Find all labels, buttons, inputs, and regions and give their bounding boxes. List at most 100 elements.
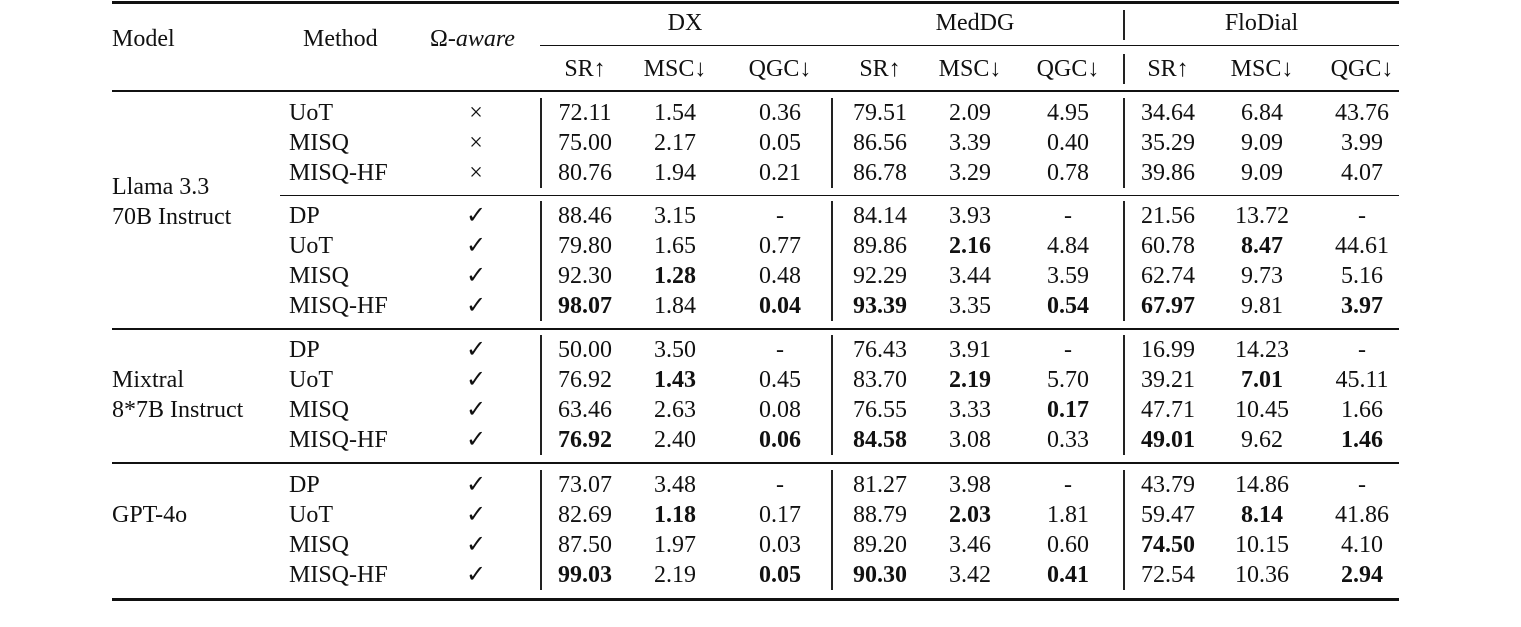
- value-cell: 50.00: [558, 337, 612, 363]
- column-separator: [831, 335, 833, 455]
- value-cell: 0.54: [1047, 293, 1089, 319]
- method-name: MISQ: [289, 263, 350, 289]
- check-icon: ✓: [465, 337, 487, 363]
- value-cell: 10.15: [1235, 532, 1289, 558]
- value-cell: 0.48: [759, 263, 801, 289]
- header-metric: SR↑: [1147, 56, 1189, 82]
- header-method: Method: [303, 26, 378, 52]
- method-name: MISQ: [289, 397, 350, 423]
- dataset-cmidrule: [540, 45, 1399, 47]
- value-cell: 76.55: [853, 397, 907, 423]
- value-cell: 47.71: [1141, 397, 1195, 423]
- value-cell: -: [776, 337, 784, 363]
- column-separator: [540, 470, 542, 590]
- value-cell: 3.33: [949, 397, 991, 423]
- column-separator: [831, 470, 833, 590]
- value-cell: 45.11: [1335, 367, 1389, 393]
- column-separator: [540, 335, 542, 455]
- method-name: MISQ-HF: [289, 293, 388, 319]
- cross-icon: ×: [469, 160, 483, 186]
- value-cell: 2.94: [1341, 562, 1383, 588]
- value-cell: 49.01: [1141, 427, 1195, 453]
- value-cell: 92.30: [558, 263, 612, 289]
- value-cell: 5.70: [1047, 367, 1089, 393]
- value-cell: 43.79: [1141, 472, 1195, 498]
- check-icon: ✓: [465, 263, 487, 289]
- column-separator: [1123, 98, 1125, 188]
- value-cell: 3.99: [1341, 130, 1383, 156]
- cross-icon: ×: [469, 100, 483, 126]
- method-name: UoT: [289, 233, 333, 259]
- header-metric: QGC↓: [1036, 56, 1100, 82]
- header-metric: SR↑: [564, 56, 606, 82]
- value-cell: 92.29: [853, 263, 907, 289]
- value-cell: 76.92: [558, 367, 612, 393]
- value-cell: 2.40: [654, 427, 696, 453]
- check-icon: ✓: [465, 502, 487, 528]
- value-cell: 39.21: [1141, 367, 1195, 393]
- value-cell: 86.78: [853, 160, 907, 186]
- column-separator: [1123, 201, 1125, 321]
- value-cell: 98.07: [558, 293, 612, 319]
- value-cell: 84.14: [853, 203, 907, 229]
- value-cell: 1.65: [654, 233, 696, 259]
- value-cell: 4.10: [1341, 532, 1383, 558]
- value-cell: 0.06: [759, 427, 801, 453]
- value-cell: 9.62: [1241, 427, 1283, 453]
- value-cell: 0.05: [759, 562, 801, 588]
- value-cell: 88.46: [558, 203, 612, 229]
- value-cell: 0.17: [759, 502, 801, 528]
- check-icon: ✓: [465, 427, 487, 453]
- column-separator: [831, 98, 833, 188]
- value-cell: 72.11: [558, 100, 612, 126]
- value-cell: 3.50: [654, 337, 696, 363]
- top-rule: [112, 1, 1399, 4]
- method-name: UoT: [289, 100, 333, 126]
- header-separator-top: [1123, 10, 1125, 40]
- method-name: UoT: [289, 502, 333, 528]
- value-cell: 86.56: [853, 130, 907, 156]
- model-name: 70B Instruct: [112, 204, 232, 230]
- value-cell: 9.73: [1241, 263, 1283, 289]
- value-cell: 59.47: [1141, 502, 1195, 528]
- value-cell: 39.86: [1141, 160, 1195, 186]
- value-cell: 81.27: [853, 472, 907, 498]
- header-model: Model: [112, 26, 175, 52]
- omega-symbol: Ω: [430, 26, 448, 52]
- method-name: MISQ-HF: [289, 562, 388, 588]
- value-cell: 79.80: [558, 233, 612, 259]
- value-cell: 4.84: [1047, 233, 1089, 259]
- value-cell: 14.23: [1235, 337, 1289, 363]
- header-aware: Ω-aware: [430, 24, 515, 54]
- value-cell: 2.17: [654, 130, 696, 156]
- value-cell: 62.74: [1141, 263, 1195, 289]
- value-cell: 8.14: [1241, 502, 1283, 528]
- value-cell: 89.20: [853, 532, 907, 558]
- value-cell: 0.60: [1047, 532, 1089, 558]
- llama-aware-rule: [280, 195, 1399, 197]
- value-cell: 0.17: [1047, 397, 1089, 423]
- value-cell: -: [776, 203, 784, 229]
- header-metric: SR↑: [859, 56, 901, 82]
- value-cell: 3.35: [949, 293, 991, 319]
- value-cell: 75.00: [558, 130, 612, 156]
- value-cell: 83.70: [853, 367, 907, 393]
- value-cell: 3.97: [1341, 293, 1383, 319]
- value-cell: 0.36: [759, 100, 801, 126]
- value-cell: -: [1064, 337, 1072, 363]
- value-cell: 8.47: [1241, 233, 1283, 259]
- value-cell: 5.16: [1341, 263, 1383, 289]
- value-cell: 76.43: [853, 337, 907, 363]
- value-cell: 90.30: [853, 562, 907, 588]
- value-cell: 3.93: [949, 203, 991, 229]
- value-cell: 21.56: [1141, 203, 1195, 229]
- header-metric: MSC↓: [1230, 56, 1294, 82]
- model-name: Mixtral: [112, 367, 184, 393]
- header-metric: MSC↓: [643, 56, 707, 82]
- check-icon: ✓: [465, 233, 487, 259]
- value-cell: 0.21: [759, 160, 801, 186]
- value-cell: 0.41: [1047, 562, 1089, 588]
- method-name: MISQ-HF: [289, 160, 388, 186]
- value-cell: 0.03: [759, 532, 801, 558]
- value-cell: -: [1358, 337, 1366, 363]
